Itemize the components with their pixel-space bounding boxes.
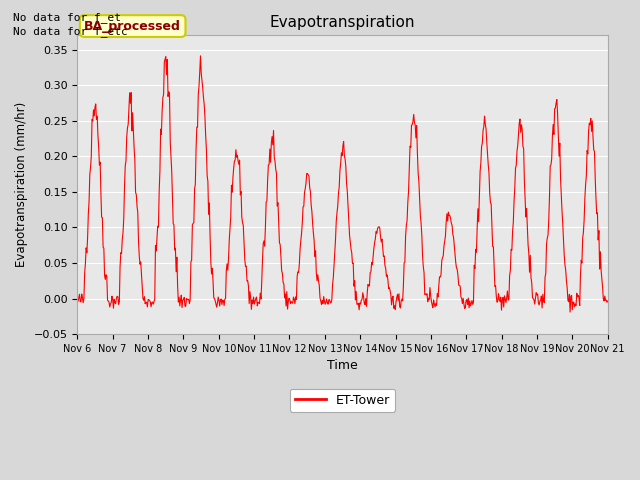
Text: No data for f_etc: No data for f_etc bbox=[13, 26, 127, 37]
Text: No data for f_et: No data for f_et bbox=[13, 12, 121, 23]
Title: Evapotranspiration: Evapotranspiration bbox=[270, 15, 415, 30]
Legend: ET-Tower: ET-Tower bbox=[290, 389, 396, 411]
X-axis label: Time: Time bbox=[327, 360, 358, 372]
Y-axis label: Evapotranspiration (mm/hr): Evapotranspiration (mm/hr) bbox=[15, 102, 28, 267]
Text: BA_processed: BA_processed bbox=[84, 20, 181, 33]
